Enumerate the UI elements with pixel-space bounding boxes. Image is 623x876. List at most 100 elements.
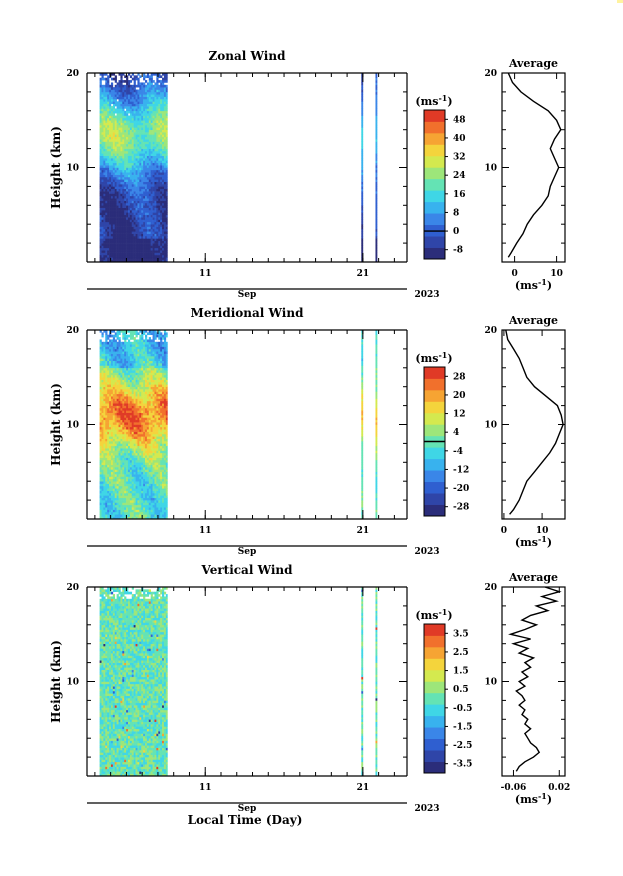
heatmap-cell: [139, 247, 142, 251]
heatmap-cell: [118, 431, 121, 435]
heatmap-cell: [118, 481, 121, 484]
heatmap-cell: [158, 148, 161, 152]
heatmap-cell: [131, 165, 134, 168]
heatmap-cell: [137, 377, 140, 380]
heatmap-cell: [131, 146, 134, 149]
heatmap-cell: [110, 101, 114, 105]
heatmap-cell: [99, 158, 102, 161]
heatmap-cell: [139, 226, 142, 230]
heatmap-cell: [126, 155, 129, 159]
heatmap-cell: [152, 96, 155, 100]
heatmap-cell: [118, 176, 121, 180]
heatmap-cell: [141, 358, 144, 362]
heatmap-cell: [158, 124, 161, 128]
heatmap-cell: [124, 212, 127, 216]
heatmap-cell: [109, 450, 112, 454]
heatmap-cell: [361, 136, 364, 140]
heatmap-cell: [160, 188, 163, 192]
heatmap-cell: [145, 132, 148, 135]
heatmap-cell: [141, 91, 144, 95]
heatmap-cell: [126, 132, 129, 135]
heatmap-cell: [116, 504, 119, 508]
heatmap-cell: [148, 193, 151, 197]
heatmap-cell: [133, 358, 136, 362]
heatmap-cell: [154, 174, 157, 178]
heatmap-cell: [103, 389, 106, 392]
heatmap-cell: [114, 238, 117, 242]
heatmap-cell: [154, 240, 157, 244]
heatmap-cell: [103, 398, 106, 402]
heatmap-cell: [99, 490, 102, 494]
heatmap-cell: [135, 381, 138, 385]
heatmap-cell: [145, 221, 148, 225]
heatmap-cell: [127, 122, 131, 126]
heatmap-cell: [139, 497, 142, 501]
heatmap-cell: [154, 98, 157, 102]
heatmap-cell: [131, 202, 134, 206]
heatmap-cell: [126, 483, 129, 487]
heatmap-cell: [122, 236, 125, 239]
heatmap-cell: [120, 341, 123, 345]
heatmap-cell: [141, 146, 144, 149]
heatmap-cell: [118, 231, 121, 234]
heatmap-cell: [112, 205, 116, 208]
heatmap-cell: [116, 238, 119, 242]
heatmap-cell: [162, 110, 165, 114]
heatmap-cell: [120, 200, 123, 204]
heatmap-cell: [133, 224, 136, 227]
heatmap-cell: [162, 87, 165, 90]
heatmap-cell: [375, 108, 378, 112]
heatmap-cell: [116, 89, 119, 93]
heatmap-cell: [143, 252, 146, 256]
heatmap-cell: [143, 353, 146, 357]
heatmap-cell: [114, 101, 117, 105]
heatmap-cell: [137, 471, 140, 475]
heatmap-cell: [126, 80, 129, 83]
heatmap-cell: [156, 129, 159, 133]
heatmap-cell: [143, 91, 146, 95]
heatmap-cell: [122, 403, 125, 406]
heatmap-cell: [122, 464, 125, 468]
heatmap-cell: [112, 509, 116, 513]
heatmap-cell: [160, 94, 163, 97]
heatmap-cell: [122, 134, 125, 138]
heatmap-cell: [129, 412, 133, 416]
heatmap-cell: [112, 471, 116, 475]
heatmap-cell: [109, 129, 112, 133]
heatmap-cell: [126, 474, 129, 477]
heatmap-cell: [133, 474, 136, 477]
heatmap-cell: [118, 485, 121, 489]
heatmap-cell: [137, 410, 140, 413]
heatmap-cell: [137, 448, 140, 451]
heatmap-cell: [107, 103, 110, 107]
heatmap-cell: [114, 221, 117, 225]
heatmap-cell: [107, 210, 110, 213]
heatmap-cell: [105, 462, 108, 465]
heatmap-cell: [116, 141, 119, 145]
heatmap-cell: [116, 474, 119, 477]
heatmap-cell: [160, 115, 163, 119]
heatmap-cell: [152, 134, 155, 138]
heatmap-cell: [99, 396, 102, 399]
heatmap-cell: [143, 488, 146, 491]
heatmap-cell: [99, 124, 102, 128]
heatmap-cell: [129, 511, 133, 515]
heatmap-cell: [116, 464, 119, 468]
heatmap-cell: [131, 106, 134, 109]
heatmap-cell: [103, 186, 106, 190]
heatmap-cell: [139, 132, 142, 135]
heatmap-cell: [129, 469, 133, 473]
y-tick-label: 10: [66, 164, 79, 174]
heatmap-cell: [131, 462, 134, 465]
heatmap-cell: [148, 181, 151, 185]
heatmap-cell: [158, 80, 161, 83]
heatmap-cell: [107, 122, 110, 126]
heatmap-cell: [361, 127, 364, 130]
heatmap-cell: [131, 495, 134, 499]
heatmap-cell: [129, 212, 133, 216]
heatmap-cell: [133, 490, 136, 494]
heatmap-cell: [131, 231, 134, 234]
heatmap-cell: [101, 98, 104, 102]
heatmap-cell: [135, 195, 138, 199]
heatmap-cell: [122, 165, 125, 168]
